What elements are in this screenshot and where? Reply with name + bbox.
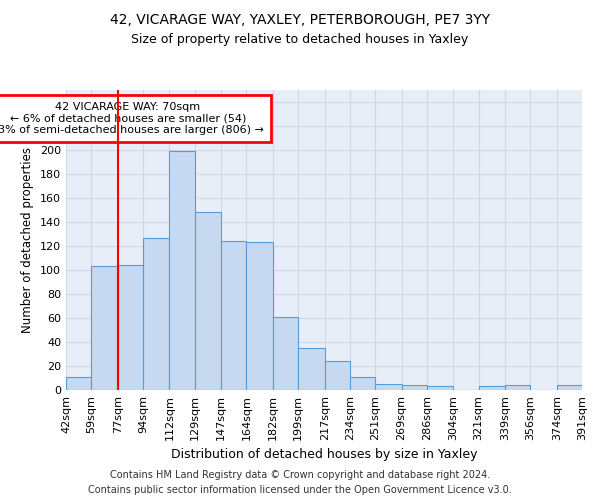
Text: 42 VICARAGE WAY: 70sqm
← 6% of detached houses are smaller (54)
93% of semi-deta: 42 VICARAGE WAY: 70sqm ← 6% of detached … [0,102,265,135]
Bar [273,317,298,390]
Bar [66,377,91,390]
Bar [350,377,375,390]
Bar [194,212,221,390]
Bar [221,241,247,390]
Bar [505,385,530,390]
Bar [169,151,194,390]
Y-axis label: Number of detached properties: Number of detached properties [22,147,34,333]
Text: 42, VICARAGE WAY, YAXLEY, PETERBOROUGH, PE7 3YY: 42, VICARAGE WAY, YAXLEY, PETERBOROUGH, … [110,12,490,26]
Bar [298,348,325,390]
Bar [375,384,401,390]
Text: Size of property relative to detached houses in Yaxley: Size of property relative to detached ho… [131,32,469,46]
Bar [401,385,427,390]
X-axis label: Distribution of detached houses by size in Yaxley: Distribution of detached houses by size … [171,448,477,461]
Bar [325,361,350,390]
Bar [427,386,454,390]
Bar [247,242,273,390]
Text: Contains public sector information licensed under the Open Government Licence v3: Contains public sector information licen… [88,485,512,495]
Bar [91,266,118,390]
Bar [557,385,582,390]
Bar [118,265,143,390]
Bar [479,386,505,390]
Text: Contains HM Land Registry data © Crown copyright and database right 2024.: Contains HM Land Registry data © Crown c… [110,470,490,480]
Bar [143,238,169,390]
